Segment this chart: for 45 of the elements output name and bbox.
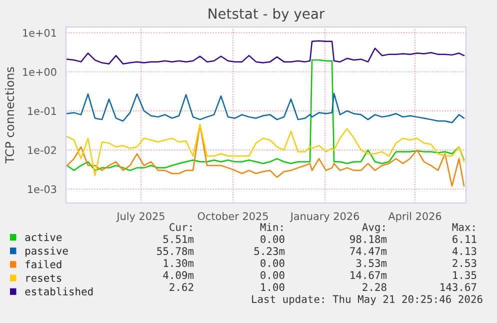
text: 4.09m [163,271,194,280]
text: Cur: [170,223,192,232]
x-tick-label: January 2026 [290,212,359,222]
text: 2.62 [170,283,194,292]
text: 4.13 [452,247,476,256]
y-tick-label: 1e-02 [28,146,56,154]
text: 1.30m [164,259,194,268]
text: 98.18m [350,235,387,244]
legend-label: active [25,233,62,242]
text: 6.11 [452,235,476,244]
text: 1.00 [261,283,284,292]
text: 0.00 [260,259,284,268]
line-series [66,59,465,172]
text: 5.51m [163,235,194,244]
x-tick-label: April 2026 [388,212,442,222]
text: 2.28 [362,283,386,292]
line-series [66,124,465,176]
y-tick-label: 1e-03 [28,185,56,194]
line-series [66,92,465,124]
text: 55.78m [157,247,194,256]
text: 14.67m [350,271,387,280]
text: Last update: Thu May 21 20:25:46 2026 [252,294,482,306]
legend-label: passive [26,246,68,257]
legend-label: established [25,287,93,296]
text: 1.35 [453,271,476,280]
x-tick-label: October 2025 [198,212,268,220]
legend-label: failed [26,260,62,268]
line-series [66,40,465,64]
text: 0.00 [260,271,284,280]
y-axis-title: TCP connections [4,67,14,164]
y-tick-label: 1e+00 [23,68,56,76]
legend-label: resets [26,274,62,282]
y-tick-label: 1e+01 [23,28,56,37]
text: 74.47m [350,247,387,255]
text: 3.53m [356,259,387,268]
text: 0.00 [260,235,284,244]
text: Min: [260,222,282,231]
y-tick-label: 1e-01 [28,107,56,115]
text: Max: [452,223,474,232]
chart-title: Netstat - by year [208,8,325,22]
text: 143.67 [440,283,476,292]
text: 5.23m [254,247,285,256]
text: Avg: [362,223,384,234]
x-tick-label: July 2025 [116,212,164,222]
text: 2.53 [452,259,476,268]
